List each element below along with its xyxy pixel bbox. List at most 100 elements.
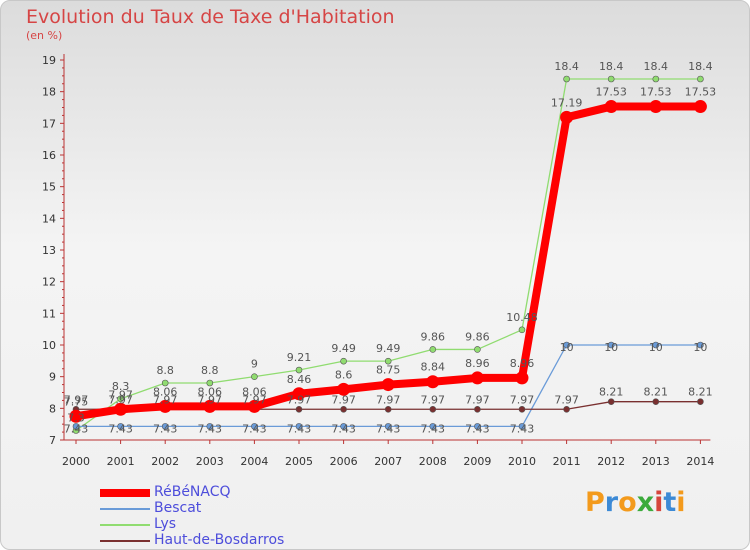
data-label: 18.4 — [554, 60, 579, 73]
data-point — [384, 357, 392, 365]
y-tick-label: 8 — [49, 402, 56, 415]
data-point — [652, 398, 660, 405]
data-point — [161, 423, 169, 430]
data-label: 7.97 — [376, 393, 401, 406]
data-point — [161, 379, 169, 387]
data-label: 7.43 — [108, 422, 133, 435]
logo-letter: P — [585, 487, 605, 518]
x-tick-label: 2003 — [196, 455, 224, 468]
logo-letter: t — [663, 487, 677, 518]
data-point — [69, 409, 83, 423]
data-point — [652, 341, 660, 349]
x-tick-label: 2005 — [285, 455, 313, 468]
data-label: 9.49 — [331, 342, 356, 355]
logo-letter: r — [604, 487, 619, 518]
y-tick-label: 16 — [42, 149, 56, 162]
data-point — [652, 75, 660, 83]
data-label: 8.8 — [156, 364, 174, 377]
data-point — [295, 423, 303, 430]
data-label: 7.97 — [198, 393, 223, 406]
data-label: 7.97 — [331, 393, 356, 406]
data-label: 8.21 — [644, 386, 669, 399]
data-point — [474, 405, 481, 413]
y-tick-label: 9 — [49, 371, 56, 384]
data-label: 10 — [649, 341, 663, 354]
data-point — [474, 346, 481, 353]
data-label: 17.19 — [551, 96, 583, 109]
y-tick-label: 13 — [42, 244, 56, 257]
proxiti-logo: Proxiti — [585, 487, 686, 518]
data-point — [607, 398, 615, 405]
legend-label: Haut-de-Bosdarros — [154, 532, 285, 548]
data-point — [114, 402, 128, 416]
data-point — [697, 75, 704, 83]
y-tick-label: 10 — [42, 339, 56, 352]
legend-label: RéBéNACQ — [154, 484, 231, 500]
data-label: 7.97 — [242, 393, 267, 406]
data-label: 17.53 — [595, 86, 627, 99]
data-label: 7.43 — [242, 422, 267, 435]
data-label: 7.43 — [331, 422, 356, 435]
data-point — [429, 423, 437, 430]
x-tick-label: 2004 — [240, 455, 268, 468]
data-label: 7.3 — [67, 412, 85, 425]
data-point — [158, 399, 172, 413]
data-label: 9.86 — [421, 330, 446, 343]
logo-letter: i — [676, 487, 686, 518]
x-tick-label: 2006 — [330, 455, 358, 468]
x-tick-label: 2008 — [419, 455, 447, 468]
x-tick-label: 2013 — [642, 455, 670, 468]
data-label: 8.96 — [510, 357, 535, 370]
data-label: 10 — [693, 341, 707, 354]
data-label: 9.21 — [287, 351, 312, 364]
data-point — [607, 75, 615, 83]
data-point — [607, 341, 615, 349]
data-label: 7.43 — [198, 422, 223, 435]
data-point — [429, 346, 437, 353]
x-tick-label: 2010 — [508, 455, 536, 468]
data-label: 7.43 — [465, 422, 490, 435]
data-point — [340, 405, 347, 413]
data-point — [518, 423, 526, 430]
data-label: 8.8 — [201, 364, 219, 377]
data-label: 7.97 — [554, 393, 579, 406]
data-point — [203, 399, 217, 413]
data-label: 8.3 — [112, 380, 130, 393]
data-point — [518, 405, 526, 413]
data-label: 7.97 — [421, 393, 446, 406]
y-tick-label: 17 — [42, 117, 56, 130]
data-label: 7.97 — [108, 393, 133, 406]
data-point — [649, 100, 663, 114]
y-tick-label: 7 — [49, 434, 56, 447]
series-line — [75, 78, 701, 432]
y-tick-label: 15 — [42, 181, 56, 194]
data-label: 9.49 — [376, 342, 401, 355]
data-point — [292, 387, 306, 401]
data-label: 7.43 — [287, 422, 312, 435]
data-label: 7.97 — [153, 393, 178, 406]
data-label: 8.84 — [421, 361, 446, 374]
data-point — [470, 371, 484, 385]
data-label: 7.43 — [376, 422, 401, 435]
x-tick-label: 2002 — [151, 455, 179, 468]
data-point — [426, 375, 440, 389]
data-point — [515, 371, 529, 385]
data-label: 7.43 — [64, 422, 89, 435]
data-label: 7.43 — [510, 422, 535, 435]
data-label: 10.48 — [506, 311, 538, 324]
data-label: 17.53 — [685, 86, 717, 99]
data-point — [474, 423, 481, 430]
data-point — [117, 395, 124, 403]
data-label: 9 — [251, 358, 258, 371]
data-point — [117, 423, 124, 430]
data-point — [384, 405, 392, 413]
data-label: 8.21 — [599, 386, 624, 399]
data-label: 8.46 — [287, 373, 312, 386]
legend-label: Bescat — [154, 500, 202, 516]
data-point — [206, 379, 214, 387]
data-point — [563, 405, 570, 413]
x-tick-label: 2011 — [553, 455, 581, 468]
data-label: 8.6 — [335, 368, 353, 381]
legend-swatch — [100, 508, 150, 510]
